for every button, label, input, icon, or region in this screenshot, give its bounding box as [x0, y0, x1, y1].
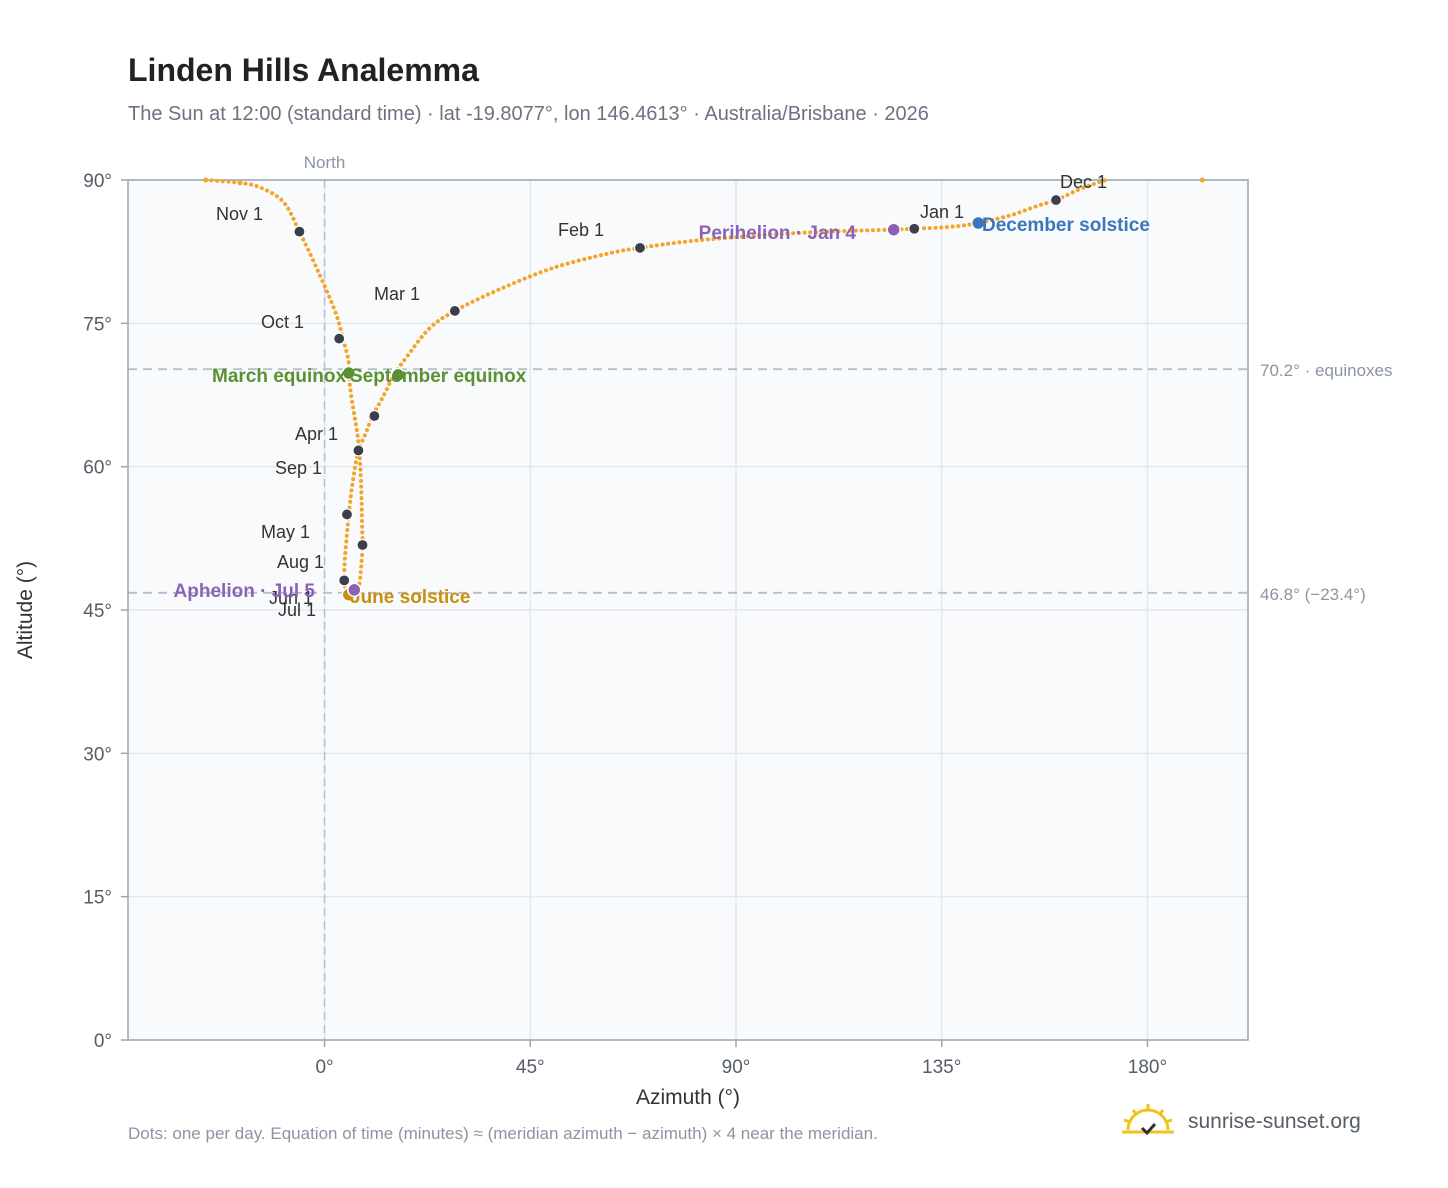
- month-marker-label: Apr 1: [295, 424, 338, 444]
- month-marker-label: Jul 1: [278, 600, 316, 620]
- brand-name: sunrise-sunset.org: [1188, 1110, 1361, 1133]
- event-markers: March equinox September equinox June solst…: [174, 215, 1150, 608]
- event-label: Perihelion · Jan 4: [699, 223, 857, 244]
- event-label: September equinox: [350, 366, 527, 387]
- edge-day-dot: [1199, 177, 1205, 183]
- event-marker: [347, 582, 362, 598]
- x-axis-label: Azimuth (°): [636, 1086, 740, 1109]
- y-tick-label: 45°: [83, 601, 112, 622]
- month-marker-label: Nov 1: [216, 204, 263, 224]
- month-marker: [333, 332, 346, 345]
- month-marker-label: Sep 1: [275, 458, 322, 478]
- y-tick-label: 90°: [83, 171, 112, 192]
- reference-lines: North 70.2° · equinoxes 46.8° (−23.4°): [128, 153, 1393, 1040]
- month-marker: [1049, 193, 1063, 207]
- month-marker-label: Dec 1: [1060, 172, 1107, 192]
- chart-title: Linden Hills Analemma: [128, 52, 479, 88]
- sun-check-icon: [1122, 1104, 1174, 1136]
- month-marker: [368, 409, 381, 423]
- y-tick-label: 60°: [83, 458, 112, 479]
- chart-subtitle: The Sun at 12:00 (standard time) · lat -…: [128, 103, 929, 125]
- event-label: December solstice: [982, 215, 1150, 236]
- month-marker: [340, 508, 354, 521]
- event-marker: [971, 215, 986, 231]
- brand[interactable]: sunrise-sunset.org: [1120, 1100, 1361, 1144]
- month-marker-label: Jun 1: [269, 588, 313, 608]
- month-marker-label: Jan 1: [920, 202, 964, 222]
- x-tick-label: 90°: [722, 1057, 751, 1078]
- month-marker-label: Mar 1: [374, 284, 420, 304]
- month-marker: [633, 241, 647, 254]
- y-tick-label: 75°: [83, 314, 112, 335]
- x-tick-label: 135°: [922, 1057, 961, 1078]
- event-marker: [390, 367, 406, 383]
- y-axis-label: Altitude (°): [14, 561, 37, 659]
- month-marker: [352, 444, 365, 457]
- event-label: Aphelion · Jul 5: [174, 581, 316, 602]
- y-tick-label: 15°: [83, 888, 112, 909]
- y-tick-label: 30°: [83, 744, 112, 765]
- month-marker: [293, 225, 306, 238]
- x-tick-label: 45°: [516, 1057, 545, 1078]
- altitude-reference-label: 46.8° (−23.4°): [1260, 585, 1366, 604]
- event-marker: [341, 365, 357, 381]
- event-label: March equinox: [212, 366, 347, 387]
- edge-day-dot: [203, 177, 209, 183]
- month-marker: [448, 304, 461, 318]
- month-marker: [338, 574, 351, 587]
- x-tick-label: 180°: [1128, 1057, 1167, 1078]
- north-reference-label: North: [304, 153, 346, 172]
- month-marker-label: Feb 1: [558, 220, 604, 240]
- footnote: Dots: one per day. Equation of time (min…: [128, 1124, 878, 1143]
- month-marker-label: May 1: [261, 522, 310, 542]
- altitude-reference-label: 70.2° · equinoxes: [1260, 361, 1393, 380]
- edge-day-dot: [237, 180, 243, 186]
- month-marker-label: Aug 1: [277, 552, 324, 572]
- event-label: June solstice: [350, 587, 470, 608]
- x-tick-label: 0°: [315, 1057, 333, 1078]
- y-tick-label: 0°: [94, 1031, 112, 1052]
- month-marker: [356, 538, 369, 552]
- month-marker: [908, 222, 921, 235]
- event-marker: [886, 222, 901, 237]
- month-marker-label: Oct 1: [261, 312, 304, 332]
- axis-ticks: 0° 45° 90° 135° 180° 0° 15° 30° 45° 60° 75° 90°: [83, 171, 1167, 1078]
